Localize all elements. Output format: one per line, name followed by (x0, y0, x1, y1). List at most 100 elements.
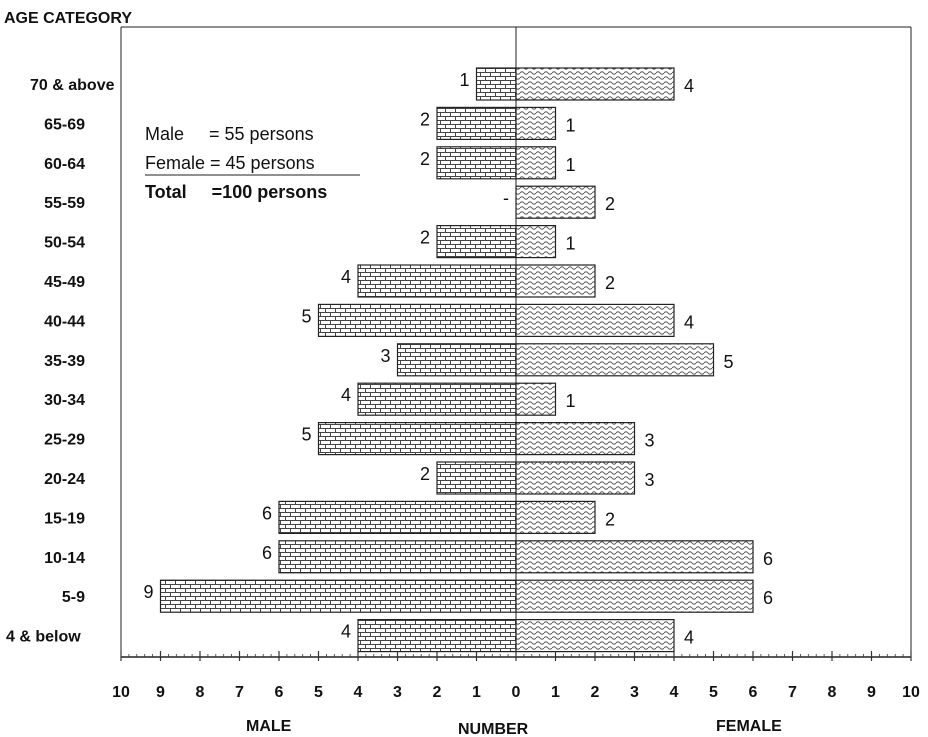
male-bar (436, 146, 517, 180)
summary-total: Total =100 persons (145, 182, 327, 202)
female-value-label: 1 (566, 391, 576, 411)
x-tick-label: 10 (902, 684, 920, 701)
male-value-label: 4 (341, 267, 351, 287)
male-bar (357, 618, 517, 653)
chart-title: AGE CATEGORY (4, 10, 132, 27)
male-bar (317, 422, 517, 456)
male-bar (475, 67, 517, 101)
category-label: 10-14 (44, 550, 85, 567)
male-value-label: 2 (420, 464, 430, 484)
male-bar (159, 579, 517, 613)
x-tick-label: 1 (472, 684, 481, 701)
male-value-label: 9 (143, 582, 153, 602)
category-label: 45-49 (44, 274, 85, 291)
x-tick-label: 2 (433, 684, 442, 701)
male-value-label: 4 (341, 622, 351, 642)
category-label: 55-59 (44, 195, 85, 212)
female-value-label: 5 (724, 352, 734, 372)
female-value-label: 2 (605, 273, 615, 293)
female-value-label: 1 (566, 155, 576, 175)
category-label: 4 & below (6, 629, 81, 646)
x-axis-title: NUMBER (458, 721, 529, 737)
female-bar (515, 343, 715, 377)
x-tick-label: 8 (828, 684, 837, 701)
x-tick-label: 4 (670, 684, 679, 701)
female-value-label: 4 (684, 312, 694, 332)
x-tick-label: 2 (591, 684, 600, 701)
female-value-label: 6 (763, 549, 773, 569)
summary-annotation: Male = 55 persons Female = 45 persons To… (145, 124, 360, 202)
category-label: 65-69 (44, 116, 85, 133)
female-bar (515, 500, 596, 534)
female-value-label: 4 (684, 628, 694, 648)
x-tick-label: 6 (275, 684, 284, 701)
category-label: 50-54 (44, 235, 85, 252)
category-label: 5-9 (62, 589, 85, 606)
male-bar (278, 500, 517, 534)
x-tick-label: 3 (393, 684, 402, 701)
x-tick-label: 4 (354, 684, 363, 701)
female-value-label: 1 (566, 234, 576, 254)
male-value-label: 5 (301, 306, 311, 326)
x-tick-label: 3 (630, 684, 639, 701)
x-axis-ticks: 10 9 8 7 6 5 4 3 2 1 0 1 2 3 4 5 6 7 8 9 10 (112, 651, 920, 701)
female-value-label: 6 (763, 588, 773, 608)
female-bar (515, 422, 636, 456)
female-bar (515, 540, 754, 574)
category-label: 40-44 (44, 313, 85, 330)
female-bar (515, 618, 675, 653)
male-value-label: 4 (341, 385, 351, 405)
male-value-label: 2 (420, 109, 430, 129)
female-side-label: FEMALE (716, 718, 782, 735)
female-bar (515, 67, 675, 101)
x-tick-label: 8 (196, 684, 205, 701)
female-value-label: 2 (605, 509, 615, 529)
summary-male: Male = 55 persons (145, 124, 314, 144)
x-tick-label: 6 (749, 684, 758, 701)
male-value-label: 2 (420, 149, 430, 169)
x-tick-label: 5 (709, 684, 718, 701)
male-value-label: 1 (459, 70, 469, 90)
summary-female: Female = 45 persons (145, 153, 315, 173)
female-bar (515, 303, 675, 337)
category-label: 15-19 (44, 510, 85, 527)
female-bar (515, 146, 557, 180)
category-label: 20-24 (44, 471, 85, 488)
female-bar (515, 106, 557, 141)
male-bar (317, 303, 517, 337)
category-label: 30-34 (44, 392, 85, 409)
male-bar (357, 382, 517, 416)
x-tick-label: 10 (112, 684, 130, 701)
bars-layer: 1 4 2 1 2 1 - 2 2 1 4 2 5 4 3 5 4 1 5 3 2 3 6 2 6 6 9 6 4 4 (143, 67, 773, 653)
female-bar (515, 579, 754, 613)
male-value-label: 3 (380, 346, 390, 366)
category-label: 35-39 (44, 353, 85, 370)
male-value-label: 5 (301, 425, 311, 445)
x-tick-label: 7 (235, 684, 244, 701)
male-bar (357, 264, 517, 298)
category-labels: 70 & above 65-69 60-64 55-59 50-54 45-49 40-44… (6, 77, 115, 646)
x-tick-label: 9 (867, 684, 876, 701)
male-value-label: - (503, 188, 509, 208)
female-bar (515, 185, 596, 219)
female-value-label: 2 (605, 194, 615, 214)
x-tick-label: 5 (314, 684, 323, 701)
x-tick-label: 7 (788, 684, 797, 701)
x-tick-label: 9 (156, 684, 165, 701)
category-label: 60-64 (44, 156, 85, 173)
male-side-label: MALE (246, 718, 292, 735)
x-tick-label: 0 (512, 684, 521, 701)
x-tick-label: 1 (551, 684, 560, 701)
male-bar (436, 225, 517, 259)
female-bar (515, 264, 596, 298)
male-bar (396, 343, 517, 377)
female-value-label: 4 (684, 76, 694, 96)
female-bar (515, 382, 557, 416)
male-bar (436, 106, 517, 141)
female-value-label: 1 (566, 115, 576, 135)
male-value-label: 6 (262, 543, 272, 563)
female-value-label: 3 (645, 470, 655, 490)
male-bar (278, 540, 517, 574)
category-label: 70 & above (30, 77, 115, 94)
